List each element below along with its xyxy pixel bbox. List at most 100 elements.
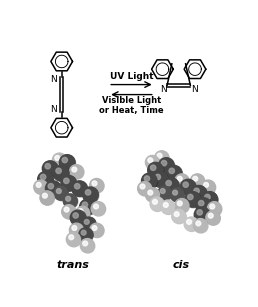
- Circle shape: [181, 180, 196, 195]
- Circle shape: [174, 212, 179, 217]
- Circle shape: [142, 173, 157, 188]
- Circle shape: [155, 174, 160, 180]
- Circle shape: [62, 157, 68, 163]
- Circle shape: [148, 162, 163, 178]
- Circle shape: [207, 202, 221, 216]
- Circle shape: [82, 217, 96, 231]
- Circle shape: [208, 213, 213, 218]
- Text: cis: cis: [173, 260, 190, 270]
- Text: UV Light: UV Light: [110, 72, 153, 81]
- Circle shape: [81, 239, 95, 253]
- Circle shape: [146, 188, 160, 202]
- Circle shape: [157, 153, 162, 158]
- Circle shape: [194, 219, 208, 233]
- Circle shape: [161, 200, 175, 214]
- Circle shape: [69, 235, 74, 240]
- Circle shape: [159, 158, 175, 174]
- Circle shape: [155, 151, 169, 165]
- Circle shape: [202, 181, 216, 194]
- Circle shape: [59, 155, 75, 170]
- Circle shape: [194, 188, 199, 193]
- Circle shape: [76, 207, 90, 221]
- Circle shape: [69, 223, 83, 237]
- Text: N: N: [51, 106, 57, 115]
- Circle shape: [53, 154, 67, 168]
- Circle shape: [172, 210, 186, 224]
- Text: trans: trans: [56, 260, 89, 270]
- Circle shape: [73, 213, 78, 218]
- Circle shape: [54, 166, 69, 181]
- Circle shape: [155, 151, 169, 165]
- Circle shape: [138, 182, 152, 196]
- Circle shape: [36, 182, 41, 187]
- Circle shape: [203, 192, 218, 208]
- Circle shape: [190, 174, 204, 188]
- Circle shape: [191, 174, 205, 188]
- Circle shape: [61, 175, 76, 191]
- Circle shape: [166, 181, 171, 186]
- Circle shape: [197, 210, 202, 215]
- Circle shape: [80, 239, 94, 252]
- Circle shape: [184, 217, 198, 231]
- Circle shape: [171, 188, 185, 202]
- Circle shape: [196, 221, 201, 226]
- Circle shape: [150, 197, 164, 211]
- Circle shape: [204, 182, 208, 187]
- Circle shape: [148, 158, 153, 163]
- Circle shape: [48, 184, 54, 189]
- Circle shape: [60, 155, 76, 171]
- Circle shape: [146, 155, 159, 169]
- Circle shape: [66, 232, 80, 246]
- Circle shape: [52, 153, 66, 167]
- Circle shape: [75, 184, 80, 189]
- Circle shape: [94, 204, 99, 209]
- Circle shape: [64, 194, 78, 208]
- Circle shape: [187, 220, 191, 224]
- Circle shape: [53, 165, 69, 181]
- Circle shape: [62, 205, 76, 219]
- Circle shape: [170, 188, 184, 202]
- Circle shape: [142, 174, 158, 189]
- Circle shape: [70, 165, 84, 179]
- Circle shape: [81, 230, 86, 235]
- Text: N: N: [160, 85, 167, 95]
- Circle shape: [152, 172, 168, 187]
- Circle shape: [163, 178, 179, 193]
- Circle shape: [46, 181, 62, 197]
- Circle shape: [43, 193, 47, 198]
- Circle shape: [169, 168, 174, 173]
- Circle shape: [38, 172, 54, 188]
- Circle shape: [201, 180, 215, 194]
- Circle shape: [163, 203, 168, 207]
- Circle shape: [78, 209, 83, 213]
- Circle shape: [55, 156, 60, 160]
- Circle shape: [76, 206, 90, 220]
- Circle shape: [194, 207, 210, 222]
- Circle shape: [34, 181, 48, 194]
- Circle shape: [45, 164, 51, 169]
- Circle shape: [62, 176, 77, 192]
- Circle shape: [140, 184, 145, 189]
- Circle shape: [41, 191, 54, 205]
- Circle shape: [42, 161, 58, 176]
- Circle shape: [175, 174, 189, 188]
- Circle shape: [175, 199, 189, 212]
- Circle shape: [138, 182, 152, 196]
- Circle shape: [183, 182, 188, 187]
- Circle shape: [64, 207, 69, 212]
- Circle shape: [79, 199, 95, 215]
- Circle shape: [92, 181, 97, 186]
- Circle shape: [148, 163, 164, 178]
- Circle shape: [71, 211, 86, 226]
- Circle shape: [152, 200, 157, 204]
- Circle shape: [91, 202, 105, 216]
- Circle shape: [193, 176, 198, 181]
- Circle shape: [150, 165, 156, 170]
- Circle shape: [92, 226, 97, 231]
- Circle shape: [180, 179, 196, 195]
- Circle shape: [79, 228, 93, 242]
- Circle shape: [83, 187, 98, 202]
- Circle shape: [194, 219, 207, 232]
- Circle shape: [158, 187, 172, 201]
- Circle shape: [70, 210, 86, 225]
